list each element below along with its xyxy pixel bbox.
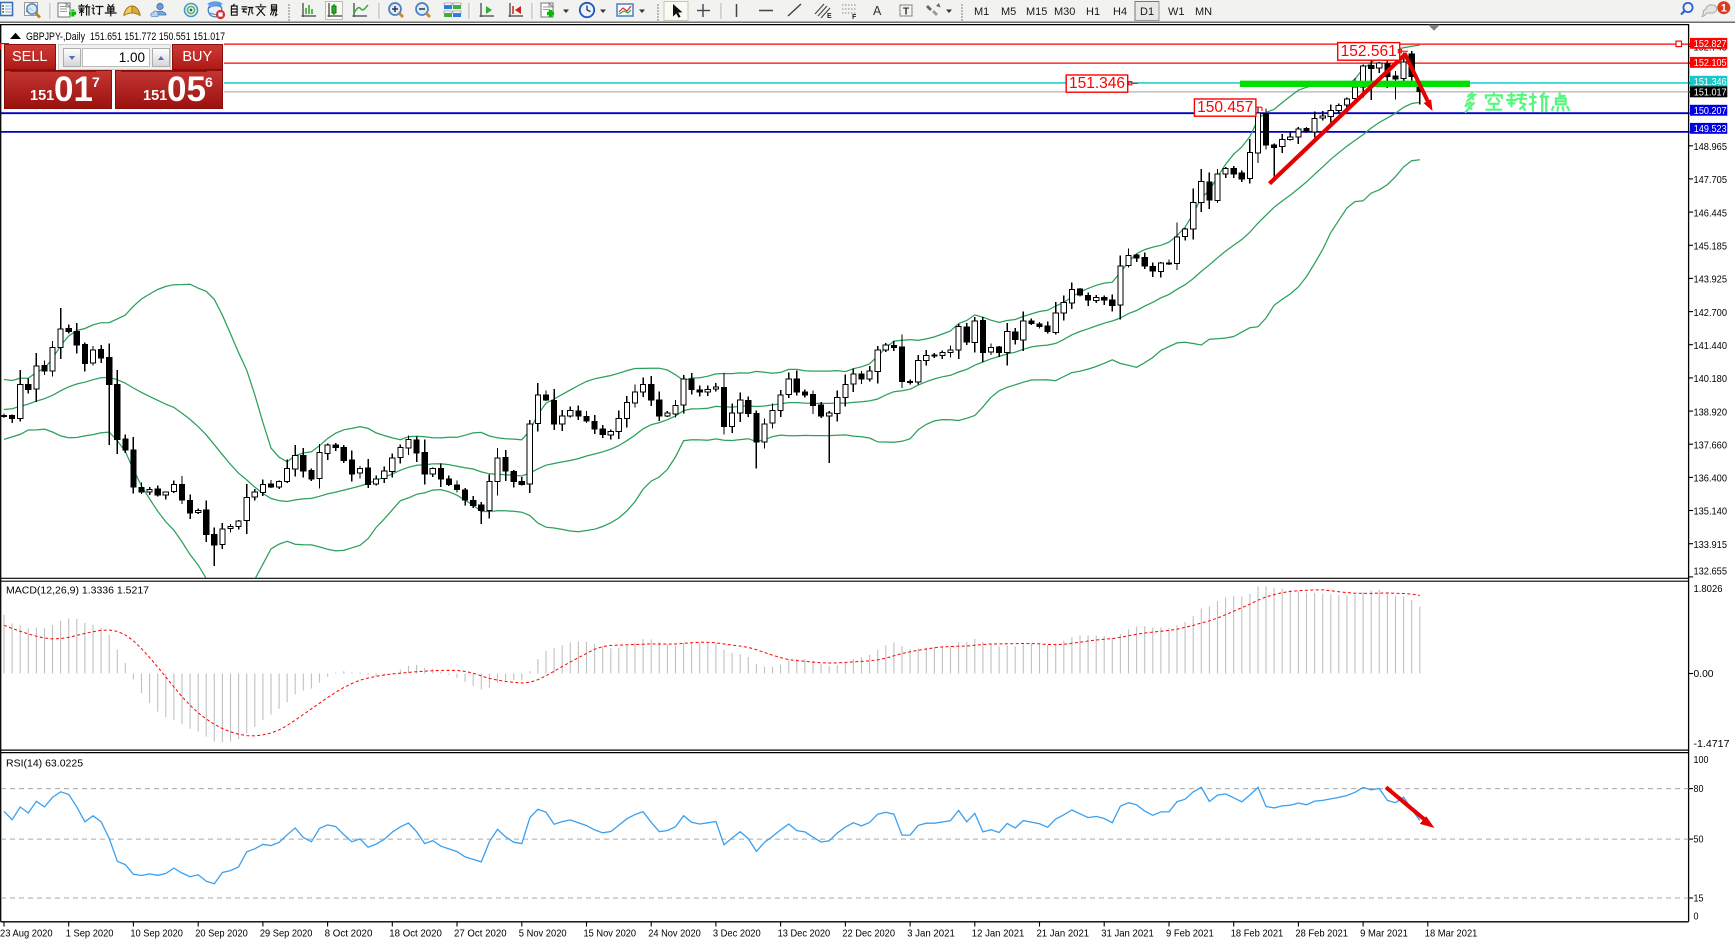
svg-text:132.655: 132.655 [1694, 566, 1728, 578]
svg-text:T: T [903, 7, 909, 18]
svg-text:80: 80 [1694, 783, 1704, 795]
svg-text:21 Jan 2021: 21 Jan 2021 [1037, 928, 1090, 940]
svg-text:0.00: 0.00 [1694, 668, 1714, 680]
svg-text:-1.4717: -1.4717 [1694, 738, 1730, 750]
svg-text:137.660: 137.660 [1694, 439, 1728, 451]
svg-text:M1: M1 [974, 6, 989, 18]
svg-text:8 Oct 2020: 8 Oct 2020 [325, 928, 373, 940]
svg-text:0: 0 [1694, 911, 1699, 923]
svg-text:9 Mar 2021: 9 Mar 2021 [1360, 928, 1408, 940]
svg-text:27 Oct 2020: 27 Oct 2020 [454, 928, 507, 940]
svg-text:151.017: 151.017 [1694, 87, 1727, 99]
svg-text:RSI(14) 63.0225: RSI(14) 63.0225 [6, 758, 83, 770]
svg-text:1 Sep 2020: 1 Sep 2020 [66, 928, 114, 940]
svg-text:5 Nov 2020: 5 Nov 2020 [519, 928, 567, 940]
svg-text:50: 50 [1694, 834, 1704, 846]
svg-text:18 Mar 2021: 18 Mar 2021 [1425, 928, 1478, 940]
svg-text:143.925: 143.925 [1694, 274, 1728, 286]
svg-text:31 Jan 2021: 31 Jan 2021 [1101, 928, 1154, 940]
svg-text:15 Nov 2020: 15 Nov 2020 [584, 928, 637, 940]
svg-text:141.440: 141.440 [1694, 340, 1728, 352]
svg-text:136.400: 136.400 [1694, 473, 1728, 485]
svg-text:GBPJPY-,Daily 151.651 151.772: GBPJPY-,Daily 151.651 151.772 150.551 15… [26, 31, 225, 43]
svg-text:13 Dec 2020: 13 Dec 2020 [778, 928, 831, 940]
svg-text:18 Feb 2021: 18 Feb 2021 [1231, 928, 1284, 940]
svg-text:1.8026: 1.8026 [1694, 583, 1723, 595]
svg-text:152.105: 152.105 [1694, 57, 1727, 69]
svg-text:142.700: 142.700 [1694, 307, 1728, 319]
svg-text:138.920: 138.920 [1694, 406, 1728, 418]
svg-text:F: F [852, 14, 857, 21]
svg-text:145.185: 145.185 [1694, 241, 1728, 253]
svg-text:147.705: 147.705 [1694, 174, 1728, 186]
svg-text:10 Sep 2020: 10 Sep 2020 [130, 928, 183, 940]
svg-text:151.346: 151.346 [1069, 75, 1125, 92]
svg-text:H4: H4 [1113, 6, 1127, 18]
svg-text:152.827: 152.827 [1694, 38, 1727, 50]
svg-text:29 Sep 2020: 29 Sep 2020 [260, 928, 313, 940]
svg-text:3 Dec 2020: 3 Dec 2020 [713, 928, 761, 940]
svg-text:140.180: 140.180 [1694, 373, 1728, 385]
svg-text:100: 100 [1694, 754, 1709, 766]
svg-text:20 Sep 2020: 20 Sep 2020 [195, 928, 248, 940]
svg-text:9 Feb 2021: 9 Feb 2021 [1166, 928, 1214, 940]
svg-text:M30: M30 [1054, 6, 1075, 18]
svg-text:MN: MN [1195, 6, 1212, 18]
svg-text:A: A [873, 4, 882, 18]
svg-text:1: 1 [1721, 3, 1727, 15]
svg-text:18 Oct 2020: 18 Oct 2020 [389, 928, 442, 940]
svg-text:H1: H1 [1086, 6, 1100, 18]
svg-text:150.207: 150.207 [1694, 105, 1727, 117]
svg-text:24 Nov 2020: 24 Nov 2020 [648, 928, 701, 940]
svg-text:151.346: 151.346 [1694, 76, 1727, 88]
svg-text:22 Dec 2020: 22 Dec 2020 [842, 928, 895, 940]
svg-text:12 Jan 2021: 12 Jan 2021 [972, 928, 1025, 940]
svg-text:150.457: 150.457 [1197, 99, 1253, 116]
svg-text:E: E [827, 13, 832, 20]
svg-text:M15: M15 [1026, 6, 1047, 18]
svg-text:135.140: 135.140 [1694, 506, 1728, 518]
svg-text:133.915: 133.915 [1694, 539, 1728, 551]
svg-text:W1: W1 [1168, 6, 1185, 18]
svg-text:MACD(12,26,9) 1.3336 1.5217: MACD(12,26,9) 1.3336 1.5217 [6, 585, 149, 597]
svg-text:149.523: 149.523 [1694, 123, 1727, 135]
svg-text:152.561: 152.561 [1341, 43, 1397, 60]
svg-text:M5: M5 [1001, 6, 1016, 18]
svg-text:23 Aug 2020: 23 Aug 2020 [0, 928, 53, 940]
svg-text:146.445: 146.445 [1694, 207, 1728, 219]
svg-text:28 Feb 2021: 28 Feb 2021 [1295, 928, 1348, 940]
svg-text:148.965: 148.965 [1694, 141, 1728, 153]
svg-text:15: 15 [1694, 893, 1704, 905]
svg-text:3 Jan 2021: 3 Jan 2021 [907, 928, 955, 940]
svg-text:D1: D1 [1140, 6, 1154, 18]
